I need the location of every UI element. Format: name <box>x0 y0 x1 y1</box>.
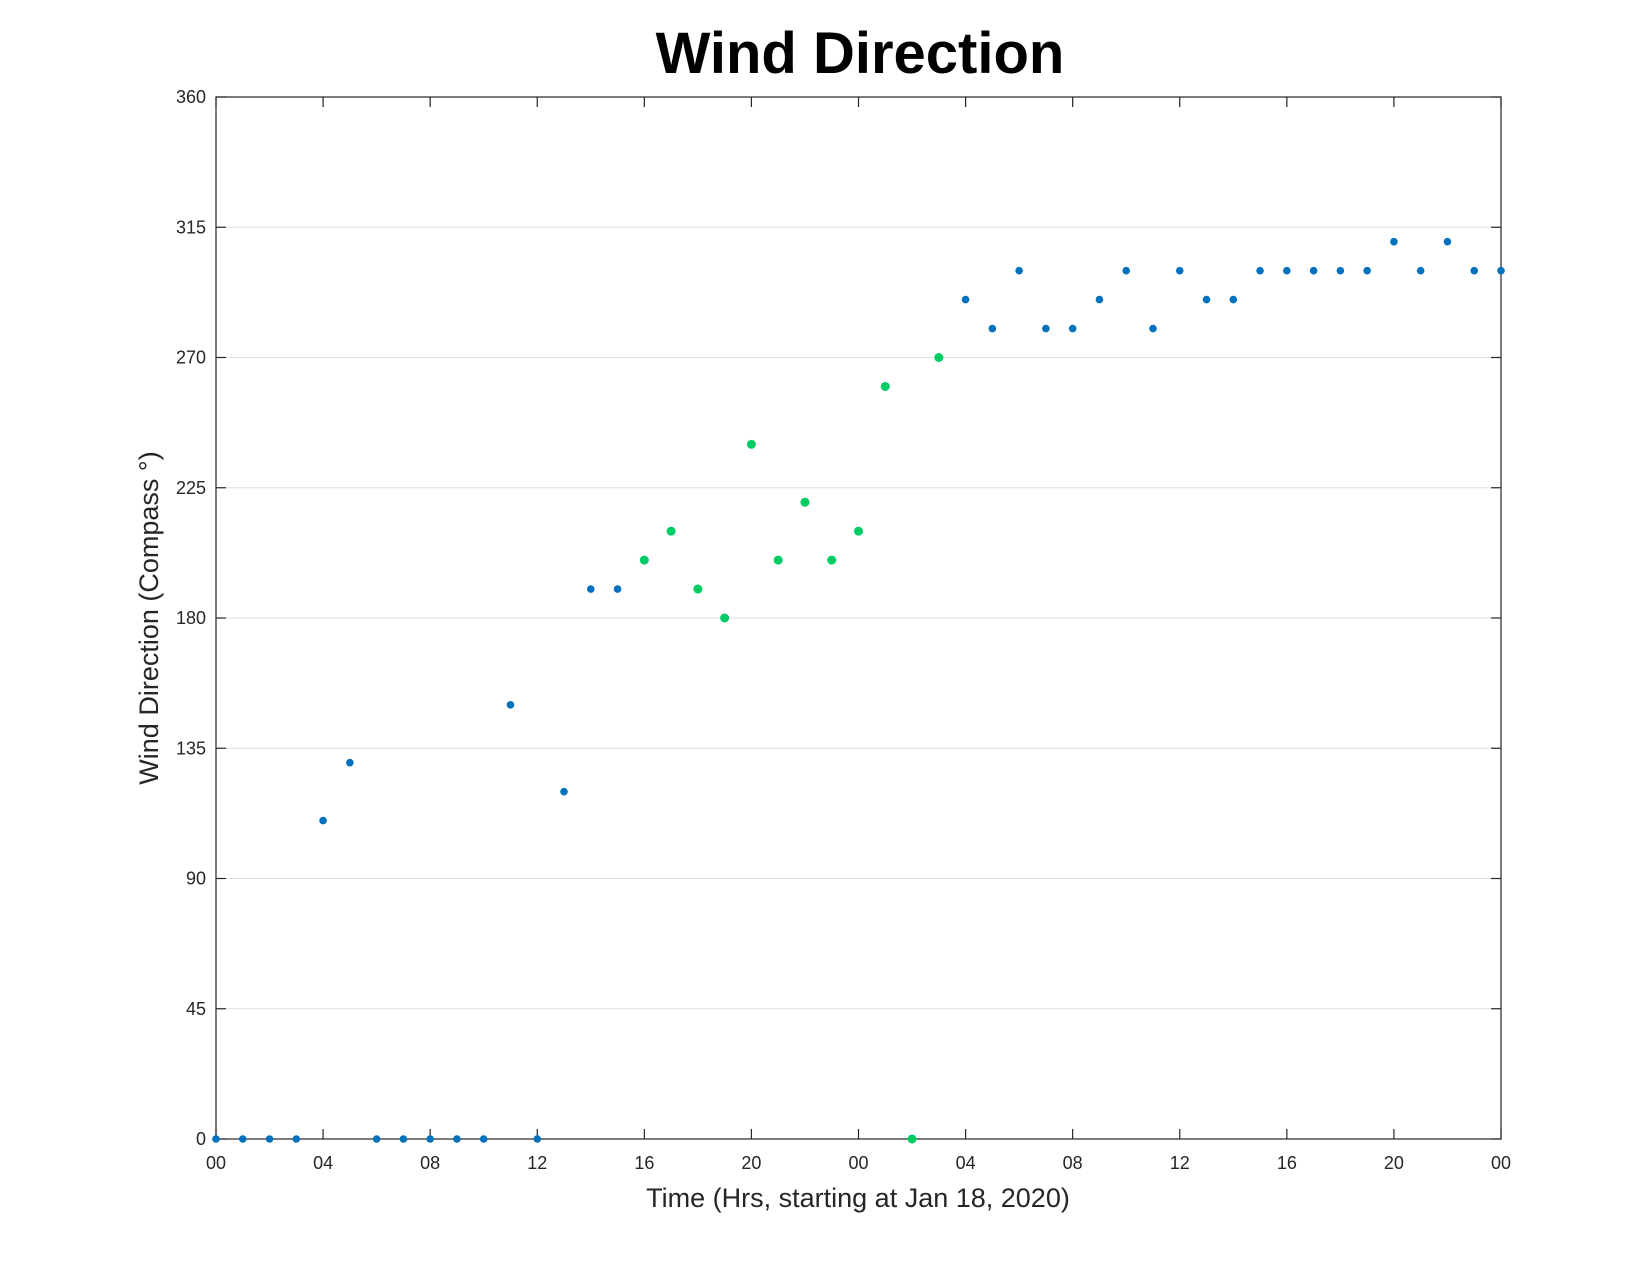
data-point <box>1497 266 1505 275</box>
x-tick-label: 08 <box>420 1153 440 1173</box>
data-point <box>1095 295 1104 304</box>
data-point <box>1470 266 1479 275</box>
grid-layer <box>216 226 1501 1010</box>
data-point <box>426 1135 434 1143</box>
data-point <box>586 585 595 593</box>
data-point <box>1042 324 1050 333</box>
y-tick-label: 360 <box>176 87 206 107</box>
data-point <box>292 1135 301 1143</box>
data-point <box>1309 266 1318 275</box>
data-point <box>1202 295 1211 304</box>
data-point <box>479 1135 488 1143</box>
data-point <box>666 526 676 536</box>
data-point <box>1416 266 1425 275</box>
x-tick-label: 20 <box>741 1153 761 1173</box>
y-tick-label: 90 <box>186 869 206 889</box>
y-tick-label: 45 <box>186 999 206 1019</box>
x-tick-label: 20 <box>1384 1153 1404 1173</box>
data-point <box>1068 324 1077 333</box>
data-point <box>560 787 568 796</box>
ticks-layer: 0 45 90 135 180 225 270 315 360 00 04 08 12 16 20 00 04 0… <box>176 87 1511 1173</box>
y-tick-label: 135 <box>176 738 206 758</box>
data-point <box>1256 266 1264 275</box>
y-axis-label: Wind Direction (Compass °) <box>134 451 164 784</box>
x-tick-label: 08 <box>1063 1153 1083 1173</box>
y-tick-label: 315 <box>176 217 206 237</box>
data-point <box>988 324 997 333</box>
x-tick-label: 12 <box>1170 1153 1190 1173</box>
data-point <box>880 381 890 391</box>
data-point <box>399 1135 408 1143</box>
x-tick-label: 12 <box>527 1153 547 1173</box>
x-axis-label: Time (Hrs, starting at Jan 18, 2020) <box>646 1183 1070 1213</box>
data-point <box>1229 295 1238 304</box>
data-point <box>1363 266 1371 275</box>
chart-title: Wind Direction <box>656 21 1065 86</box>
data-point <box>773 555 783 565</box>
data-point <box>533 1135 542 1143</box>
points-layer <box>212 237 1505 1144</box>
data-point <box>800 497 810 507</box>
data-point <box>961 295 970 304</box>
data-point <box>613 585 622 593</box>
data-point <box>1336 266 1345 275</box>
data-point <box>934 353 944 362</box>
data-point <box>506 701 515 709</box>
y-tick-label: 270 <box>176 348 206 368</box>
data-point <box>854 526 863 536</box>
data-point <box>1283 266 1291 275</box>
data-point <box>827 555 837 565</box>
y-tick-label: 0 <box>196 1129 206 1149</box>
data-point <box>265 1135 274 1143</box>
data-point <box>346 758 354 767</box>
data-point <box>693 584 703 594</box>
data-point <box>720 613 730 623</box>
data-point <box>238 1135 247 1143</box>
x-tick-label: 16 <box>634 1153 654 1173</box>
data-point <box>1149 324 1157 333</box>
data-point <box>639 555 649 565</box>
y-tick-label: 225 <box>176 478 206 498</box>
data-point <box>1015 266 1023 275</box>
x-tick-label: 04 <box>956 1153 976 1173</box>
x-tick-label: 04 <box>313 1153 333 1173</box>
x-tick-label: 00 <box>848 1153 868 1173</box>
data-point <box>212 1135 220 1143</box>
x-tick-label: 00 <box>1491 1153 1511 1173</box>
data-point <box>1122 266 1131 275</box>
data-point <box>319 816 327 825</box>
x-tick-label: 16 <box>1277 1153 1297 1173</box>
data-point <box>1175 266 1184 275</box>
data-point <box>1390 237 1398 246</box>
data-point <box>453 1135 461 1143</box>
y-tick-label: 180 <box>176 608 206 628</box>
data-point <box>1443 237 1452 246</box>
data-point <box>372 1135 381 1143</box>
data-point <box>746 439 756 449</box>
data-point <box>907 1134 917 1144</box>
x-tick-label: 00 <box>206 1153 226 1173</box>
